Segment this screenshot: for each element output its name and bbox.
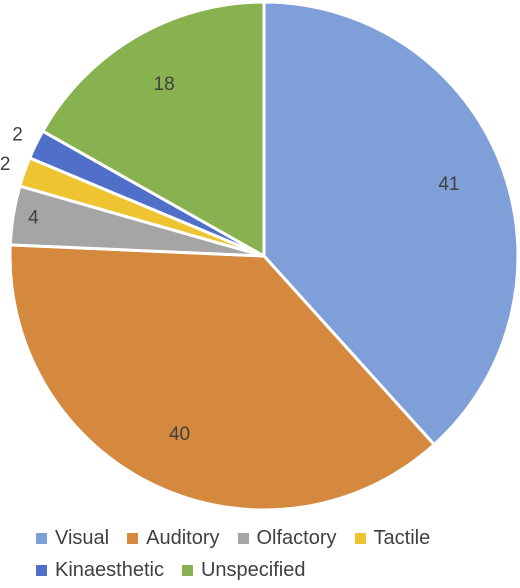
chart-legend: Visual Auditory Olfactory Tactile Kinaesthe… [36,522,506,586]
pie-slices [8,0,520,512]
legend-swatch-kinaesthetic [36,564,47,576]
pie-slice-visual [262,0,520,447]
pie-slice-auditory [8,243,436,512]
legend-item-unspecified: Unspecified [181,558,306,582]
data-label-unspecified: 18 [154,74,175,95]
legend-label-tactile: Tactile [373,526,431,549]
legend-item-tactile: Tactile [354,526,431,550]
legend-swatch-auditory [127,532,139,544]
pie-slice-unspecified [41,0,266,258]
legend-swatch-unspecified [181,564,193,576]
legend-label-auditory: Auditory [146,526,220,549]
legend-swatch-olfactory [237,532,249,544]
data-label-olfactory: 4 [28,207,39,228]
data-label-visual: 41 [438,174,459,195]
legend-swatch-visual [36,532,47,544]
legend-label-kinaesthetic: Kinaesthetic [55,558,164,581]
data-label-auditory: 40 [169,424,190,445]
pie-data-labels: 41 40 4 22 18 [0,74,459,445]
data-label-tactile: 2 [0,154,10,175]
legend-label-unspecified: Unspecified [200,558,306,581]
legend-item-olfactory: Olfactory [237,526,337,550]
data-label-kinaesthetic: 2 [12,124,23,145]
legend-swatch-tactile [354,532,366,544]
legend-item-auditory: Auditory [127,526,220,550]
legend-item-visual: Visual [36,527,109,550]
legend-row-2: Kinaesthetic Unspecified [36,554,506,586]
legend-row-1: Visual Auditory Olfactory Tactile [36,522,506,554]
legend-label-visual: Visual [55,526,110,549]
legend-label-olfactory: Olfactory [256,526,337,549]
legend-item-kinaesthetic: Kinaesthetic [36,559,164,582]
